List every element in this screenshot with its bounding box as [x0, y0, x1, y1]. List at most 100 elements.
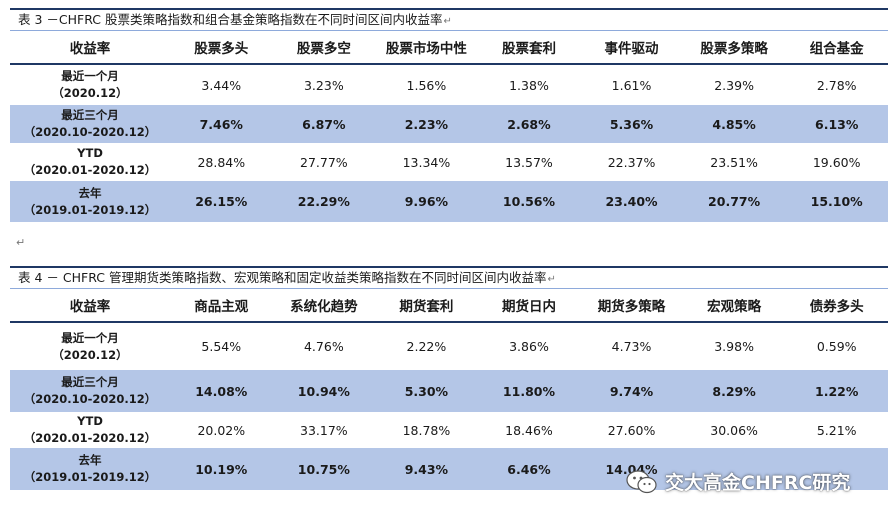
value-text: 2.78% — [816, 77, 857, 93]
value-cell: 20.77% — [682, 181, 786, 222]
value-cell: 27.77% — [273, 143, 376, 181]
value-text: 30.06% — [710, 422, 758, 438]
header-cell: 期货套利 — [375, 289, 478, 323]
row-label-period: 最近三个月 — [61, 375, 119, 389]
value-text: 2.68% — [507, 116, 551, 132]
row-label: YTD （2020.01-2020.12） — [10, 412, 170, 448]
value-text: 4.85% — [712, 116, 756, 132]
row-label-range: （2020.01-2020.12） — [23, 431, 157, 445]
value-text: 20.77% — [708, 194, 761, 209]
value-text: 10.94% — [297, 383, 350, 399]
value-cell: 1.38% — [478, 64, 581, 105]
value-cell: 10.56% — [477, 181, 581, 222]
value-text: 4.76% — [303, 339, 344, 354]
row-label-range: （2020.12） — [52, 86, 128, 100]
row-label-period: 最近一个月 — [61, 330, 119, 345]
value-text: 18.78% — [402, 422, 451, 438]
watermark: 交大高金CHFRC研究 — [625, 468, 850, 495]
value-text: 8.29% — [712, 383, 756, 399]
value-text: 33.17% — [300, 422, 348, 438]
table-4: 表 4 － CHFRC 管理期货类策略指数、宏观策略和固定收益类策略指数在不同时… — [10, 266, 888, 490]
value-cell: 0.59% — [785, 322, 888, 370]
value-cell: 10.19% — [170, 448, 273, 490]
header-cell: 股票多策略 — [682, 31, 786, 65]
table-row: YTD （2020.01-2020.12） 28.84% 27.77% 13.34% 13… — [10, 143, 888, 181]
row-label-period: 最近三个月 — [61, 108, 119, 122]
header-cell: 组合基金 — [785, 31, 888, 65]
header-return: 收益率 — [10, 289, 170, 323]
value-cell: 28.84% — [170, 143, 273, 181]
value-text: 5.30% — [404, 383, 449, 399]
table-row: 最近一个月 （2020.12） 3.44% 3.23% 1.56% 1.38% 1.61% 2… — [10, 64, 888, 105]
value-cell: 2.78% — [785, 64, 888, 105]
value-text: 13.57% — [505, 154, 553, 170]
header-cell: 系统化趋势 — [272, 289, 376, 323]
value-cell: 6.46% — [477, 448, 581, 490]
value-text: 4.73% — [611, 339, 652, 354]
value-cell: 18.46% — [478, 412, 581, 448]
value-cell: 13.57% — [478, 143, 581, 181]
value-text: 9.74% — [609, 383, 654, 399]
value-text: 27.77% — [300, 154, 348, 170]
table-row: 去年 （2019.01-2019.12） 26.15% 22.29% 9.96% 10.5… — [10, 181, 888, 222]
row-label: 去年 （2019.01-2019.12） — [10, 448, 170, 490]
value-text: 1.22% — [815, 383, 859, 399]
value-cell: 4.73% — [580, 322, 683, 370]
value-cell: 14.08% — [170, 370, 273, 412]
value-cell: 5.54% — [170, 322, 273, 370]
value-text: 9.96% — [404, 194, 449, 209]
value-cell: 15.10% — [785, 181, 888, 222]
header-cell: 股票套利 — [477, 31, 581, 65]
value-text: 0.59% — [816, 339, 857, 354]
value-text: 1.38% — [509, 77, 549, 93]
value-text: 5.36% — [609, 116, 654, 132]
value-cell: 5.21% — [785, 412, 888, 448]
value-text: 6.46% — [507, 461, 551, 477]
value-text: 28.84% — [197, 154, 246, 170]
table-4-header-row: 收益率 商品主观 系统化趋势 期货套利 期货日内 期货多策略 宏观策略 债券多头 — [10, 289, 888, 323]
value-text: 5.54% — [201, 339, 242, 354]
value-text: 1.61% — [611, 77, 652, 93]
header-cell: 股票多头 — [170, 31, 273, 65]
table-row: 最近一个月 （2020.12） 5.54% 4.76% 2.22% 3.86% 4.73% 3… — [10, 322, 888, 370]
header-cell: 股票市场中性 — [375, 31, 478, 65]
value-cell: 11.80% — [477, 370, 581, 412]
value-text: 3.44% — [201, 77, 242, 93]
table-4-grid: 收益率 商品主观 系统化趋势 期货套利 期货日内 期货多策略 宏观策略 债券多头 最近一个月 （… — [10, 289, 888, 490]
table-4-caption: 表 4 － CHFRC 管理期货类策略指数、宏观策略和固定收益类策略指数在不同时… — [10, 266, 888, 289]
row-label: 最近三个月 （2020.10-2020.12） — [10, 105, 170, 143]
table-row: YTD （2020.01-2020.12） 20.02% 33.17% 18.78% 18… — [10, 412, 888, 448]
row-label-period: YTD — [77, 414, 103, 428]
value-cell: 23.51% — [683, 143, 786, 181]
value-cell: 10.75% — [272, 448, 376, 490]
value-cell: 13.34% — [375, 143, 478, 181]
value-cell: 22.29% — [272, 181, 376, 222]
table-3-caption: 表 3 －CHFRC 股票类策略指数和组合基金策略指数在不同时间区间内收益率↵ — [10, 8, 888, 31]
value-text: 2.39% — [714, 77, 754, 93]
table-3-grid: 收益率 股票多头 股票多空 股票市场中性 股票套利 事件驱动 股票多策略 组合基金 最近一个月… — [10, 31, 888, 222]
value-cell: 23.40% — [580, 181, 683, 222]
value-cell: 1.56% — [375, 64, 478, 105]
header-cell: 商品主观 — [170, 289, 273, 323]
value-text: 2.23% — [404, 116, 449, 132]
row-label-period: 最近一个月 — [61, 69, 119, 83]
value-cell: 30.06% — [683, 412, 786, 448]
row-label-period: YTD — [77, 146, 103, 160]
value-text: 3.86% — [509, 339, 549, 354]
value-text: 13.34% — [402, 154, 451, 170]
row-label: 去年 （2019.01-2019.12） — [10, 181, 170, 222]
row-label-range: （2020.12） — [52, 347, 128, 362]
row-label: 最近一个月 （2020.12） — [10, 322, 170, 370]
value-text: 10.19% — [195, 461, 248, 477]
value-text: 6.87% — [302, 116, 346, 132]
value-text: 18.46% — [505, 422, 553, 438]
value-text: 15.10% — [810, 194, 863, 209]
value-cell: 6.13% — [785, 105, 888, 143]
value-text: 27.60% — [607, 422, 656, 438]
value-text: 26.15% — [195, 194, 248, 209]
row-label-range: （2019.01-2019.12） — [23, 202, 157, 217]
row-label-range: （2020.10-2020.12） — [23, 125, 157, 139]
value-text: 9.43% — [404, 461, 449, 477]
value-cell — [682, 448, 786, 490]
value-cell: 26.15% — [170, 181, 273, 222]
